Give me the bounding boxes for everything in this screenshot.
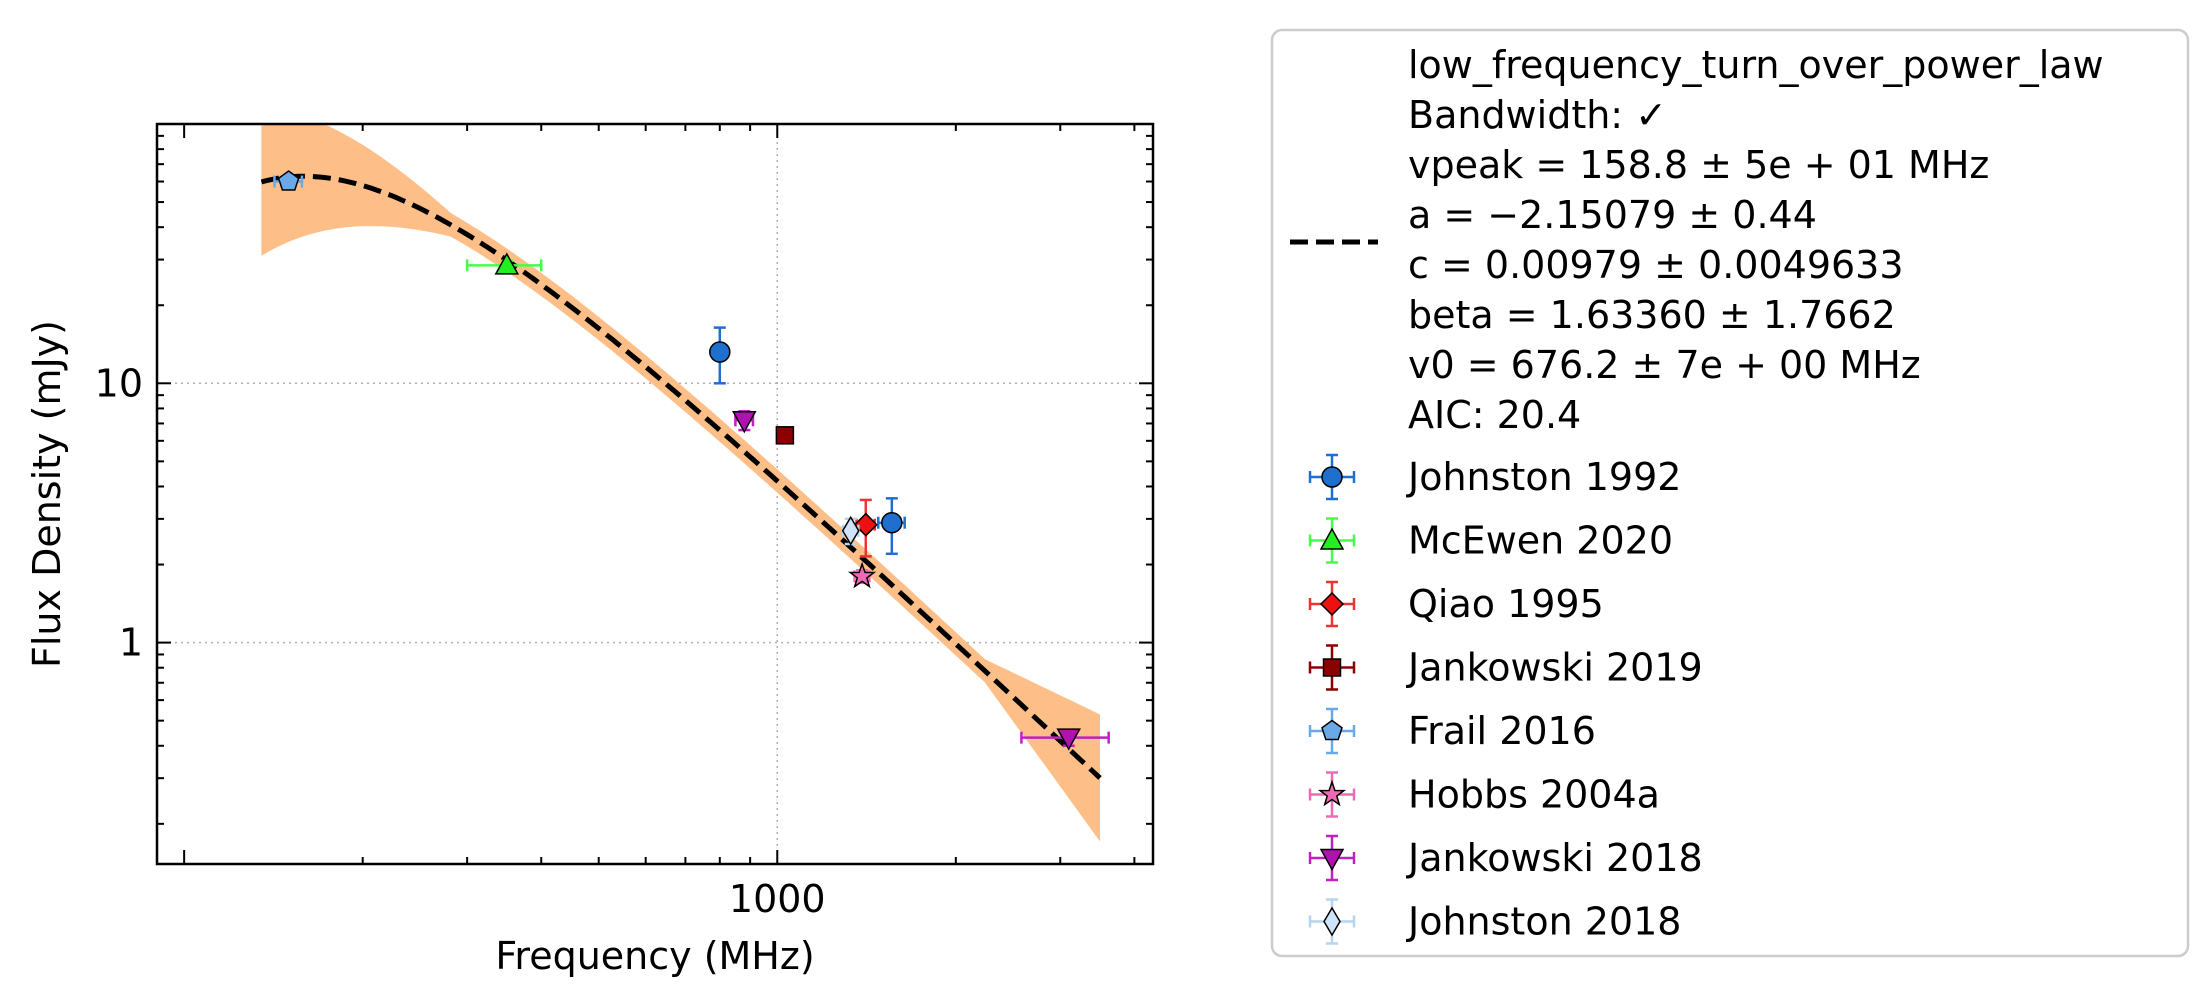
legend-fit-param: a = −2.15079 ± 0.44	[1408, 193, 1817, 237]
data-point-jankowski-2018	[1056, 728, 1081, 751]
legend-marker-mcewen-2020	[1319, 527, 1345, 550]
legend-marker-hobbs-2004a	[1317, 779, 1347, 807]
data-point-mcewen-2020	[494, 252, 520, 275]
legend-label-qiao-1995: Qiao 1995	[1408, 582, 1604, 626]
legend-error-qiao-1995	[1308, 580, 1356, 628]
data-point-johnston-1992	[881, 511, 903, 534]
legend-label-mcewen-2020: McEwen 2020	[1408, 519, 1673, 563]
plot-frame	[155, 122, 1155, 866]
legend-frame	[1270, 28, 2190, 958]
legend-fit-name: low_frequency_turn_over_power_law	[1408, 43, 2104, 87]
legend-label-jankowski-2019: Jankowski 2019	[1406, 646, 1703, 690]
legend: low_frequency_turn_over_power_law Bandwid…	[1270, 28, 2190, 958]
y-tick-label: 1	[119, 621, 143, 665]
data-point-frail-2016	[277, 170, 300, 191]
fit-uncertainty-band	[261, 124, 1100, 842]
legend-label-johnston-2018: Johnston 2018	[1406, 900, 1681, 944]
legend-fit-param: beta = 1.63360 ± 1.7662	[1408, 293, 1896, 337]
legend-label-jankowski-2018: Jankowski 2018	[1406, 836, 1703, 880]
legend-fit-param: AIC: 20.4	[1408, 393, 1581, 437]
y-tick-label: 10	[95, 361, 143, 405]
data-point-hobbs-2004a	[848, 561, 877, 589]
legend-label-frail-2016: Frail 2016	[1408, 709, 1596, 753]
legend-marker-johnston-1992	[1321, 466, 1343, 488]
data-points	[273, 170, 1110, 751]
axis-ticks: 1000 1 10	[95, 124, 1153, 921]
legend-label-johnston-1992: Johnston 1992	[1406, 455, 1681, 499]
legend-fit-param: vpeak = 158.8 ± 5e + 01 MHz	[1408, 143, 1989, 187]
x-axis-label: Frequency (MHz)	[495, 934, 814, 978]
legend-marker-johnston-2018	[1323, 906, 1341, 937]
x-tick-label: 1000	[729, 877, 826, 921]
legend-marker-jankowski-2019	[1322, 658, 1342, 677]
legend-marker-qiao-1995	[1319, 591, 1345, 617]
data-point-jankowski-2019	[775, 426, 795, 445]
data-point-jankowski-2018	[732, 411, 757, 434]
legend-marker-jankowski-2018	[1319, 848, 1345, 872]
legend-fit-param: c = 0.00979 ± 0.0049633	[1408, 243, 1904, 287]
y-axis-label: Flux Density (mJy)	[25, 320, 69, 668]
legend-fit-param: v0 = 676.2 ± 7e + 00 MHz	[1408, 343, 1921, 387]
data-point-johnston-1992	[709, 341, 731, 363]
fit-curve	[260, 173, 1102, 780]
legend-marker-frail-2016	[1321, 719, 1343, 741]
data-point-johnston-2018	[841, 515, 860, 546]
fit-curve-group	[260, 173, 1102, 780]
legend-label-hobbs-2004a: Hobbs 2004a	[1408, 773, 1660, 817]
data-point-qiao-1995	[853, 512, 878, 537]
fit-band	[261, 124, 1100, 842]
legend-fit-param: Bandwidth: ✓	[1408, 93, 1667, 137]
